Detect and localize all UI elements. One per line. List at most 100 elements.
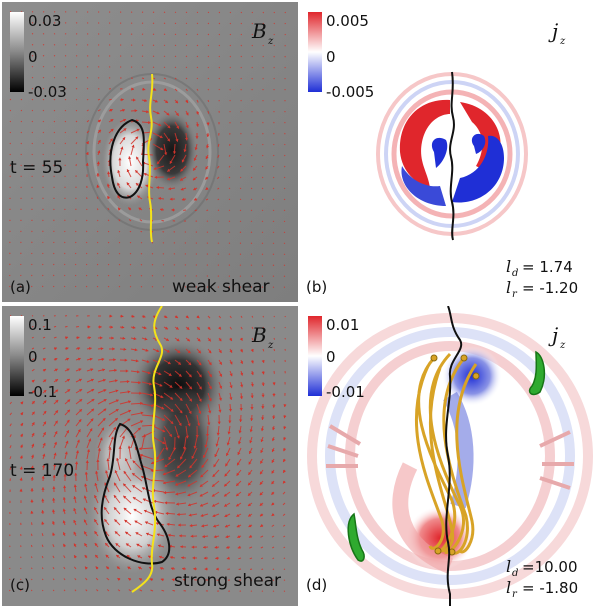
velocity-arrowhead: [30, 465, 34, 469]
velocity-arrowhead: [283, 480, 286, 484]
velocity-arrowhead: [134, 109, 138, 113]
velocity-arrowhead: [239, 396, 244, 399]
velocity-arrow: [151, 264, 154, 266]
velocity-arrowhead: [250, 383, 254, 387]
colorbar-a: [10, 12, 24, 92]
velocity-arrow: [283, 264, 286, 266]
velocity-arrowhead: [200, 503, 203, 507]
velocity-arrow: [273, 326, 275, 329]
ld-sub-d: d: [512, 568, 518, 579]
velocity-arrow: [207, 66, 210, 69]
velocity-arrowhead: [226, 545, 229, 549]
velocity-arrow: [218, 315, 222, 319]
velocity-arrow: [196, 55, 199, 58]
velocity-arrow: [74, 285, 77, 288]
velocity-arrowhead: [271, 491, 275, 495]
velocity-arrow: [30, 544, 33, 548]
velocity-arrowhead: [139, 453, 143, 457]
field-sub-d: z: [559, 340, 566, 351]
velocity-arrowhead: [134, 348, 138, 352]
velocity-arrowhead: [218, 397, 222, 401]
velocity-arrowhead: [19, 455, 23, 459]
velocity-arrowhead: [179, 385, 183, 389]
velocity-arrowhead: [107, 195, 111, 199]
velocity-arrow: [271, 535, 275, 538]
velocity-arrow: [74, 589, 77, 592]
velocity-arrow: [63, 589, 66, 592]
velocity-arrowhead: [41, 521, 45, 525]
velocity-arrow: [250, 220, 253, 223]
velocity-arrowhead: [250, 360, 254, 364]
velocity-arrowhead: [176, 502, 179, 506]
velocity-arrowhead: [96, 161, 100, 165]
velocity-arrow: [42, 87, 45, 90]
velocity-arrow: [63, 263, 66, 266]
velocity-arrowhead: [128, 400, 131, 404]
velocity-arrow: [118, 274, 121, 277]
velocity-arrowhead: [191, 545, 195, 549]
velocity-arrow: [53, 98, 56, 101]
velocity-arrow: [283, 242, 286, 245]
velocity-arrow: [217, 154, 220, 158]
velocity-arrowhead: [156, 456, 160, 460]
velocity-arrowhead: [178, 523, 181, 527]
velocity-arrow: [271, 524, 275, 527]
velocity-arrowhead: [118, 157, 122, 161]
panel-c-bz-strong-shear: 0.1 0 -0.1 B z t = 170 (c) strong shear: [2, 306, 298, 606]
velocity-arrowhead: [113, 495, 117, 498]
velocity-arrow: [207, 99, 210, 102]
polarity-inversion-line-c: [131, 306, 163, 593]
velocity-arrow: [31, 347, 35, 350]
velocity-arrowhead: [102, 418, 106, 421]
velocity-arrowhead: [166, 349, 170, 353]
velocity-arrowhead: [116, 555, 120, 558]
velocity-arrowhead: [19, 488, 23, 492]
velocity-arrowhead: [110, 128, 114, 132]
velocity-arrowhead: [260, 450, 264, 453]
velocity-arrow: [42, 131, 45, 134]
velocity-arrowhead: [103, 408, 107, 412]
colorbar-b-min: -0.005: [326, 83, 374, 101]
velocity-arrowhead: [185, 100, 188, 103]
velocity-arrow: [283, 176, 286, 179]
velocity-arrow: [240, 44, 243, 47]
velocity-arrow: [75, 77, 78, 79]
velocity-arrow: [228, 198, 231, 201]
velocity-arrow: [152, 66, 155, 68]
velocity-arrowhead: [113, 358, 116, 362]
velocity-arrowhead: [140, 401, 143, 405]
velocity-arrow: [282, 524, 286, 527]
velocity-arrowhead: [240, 384, 244, 388]
velocity-arrow: [9, 131, 12, 134]
velocity-arrowhead: [66, 368, 70, 372]
velocity-arrowhead: [117, 578, 121, 581]
velocity-arrowhead: [157, 161, 160, 165]
velocity-arrowhead: [171, 578, 175, 582]
velocity-arrowhead: [101, 427, 104, 431]
velocity-arrow: [273, 359, 275, 363]
velocity-arrowhead: [206, 122, 210, 126]
velocity-arrow: [85, 274, 88, 277]
velocity-arrowhead: [139, 447, 142, 451]
velocity-arrow: [229, 315, 232, 319]
velocity-arrow: [151, 286, 154, 288]
velocity-arrowhead: [55, 410, 58, 414]
velocity-arrowhead: [140, 411, 144, 415]
velocity-arrow: [185, 33, 188, 36]
velocity-arrowhead: [135, 532, 139, 535]
magnetic-field-lines: [414, 352, 478, 555]
velocity-arrowhead: [261, 360, 265, 363]
velocity-arrowhead: [167, 125, 171, 129]
velocity-arrowhead: [225, 535, 229, 539]
colorbar-b: [308, 12, 322, 92]
velocity-arrow: [207, 11, 210, 14]
velocity-arrowhead: [170, 555, 173, 560]
velocity-arrow: [42, 109, 45, 112]
velocity-arrow: [282, 491, 286, 495]
velocity-arrowhead: [144, 509, 147, 513]
velocity-arrow: [261, 187, 264, 190]
velocity-arrow: [107, 274, 110, 277]
velocity-arrowhead: [97, 448, 101, 451]
velocity-arrowhead: [208, 410, 212, 414]
velocity-arrowhead: [259, 502, 263, 506]
